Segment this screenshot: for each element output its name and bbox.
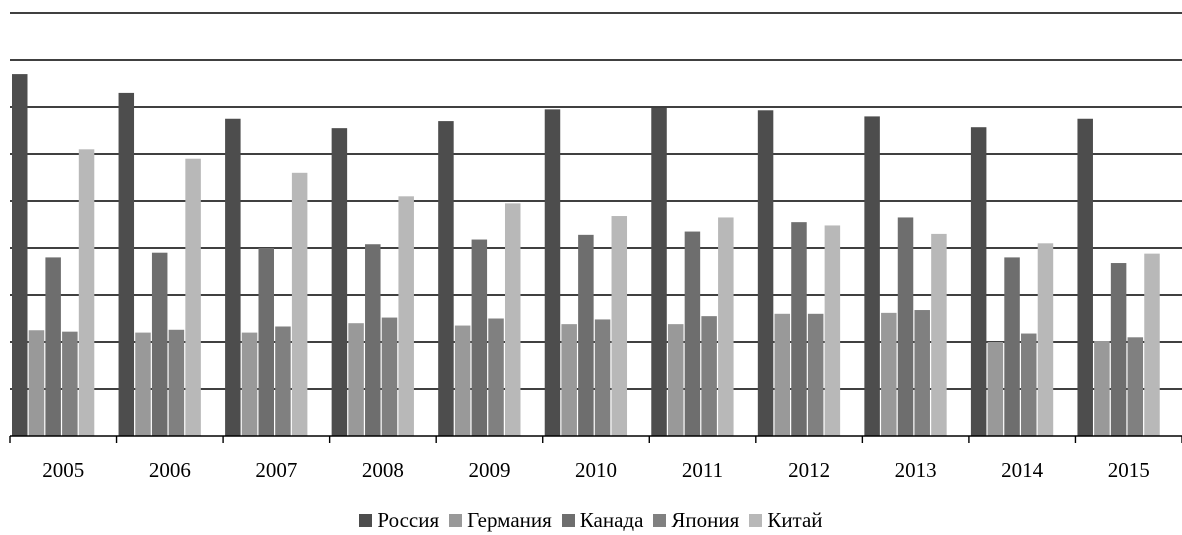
bar [757,110,774,436]
x-tick-label: 2009 [468,458,510,482]
legend-swatch [561,514,575,527]
bar [365,244,381,436]
legend-label: Россия [377,508,440,532]
legend-swatch [449,514,463,527]
bar [807,313,824,436]
bar [331,128,348,436]
legend-label: Китай [767,508,823,532]
legend: Россия Германия Канада Япония Китай [0,508,1182,533]
bar [1077,118,1093,436]
bar [544,109,561,436]
bar [1127,337,1144,436]
bar [1004,257,1020,436]
bar [667,324,684,436]
bar [118,92,135,437]
x-axis: 2005 2006 2007 2008 2009 2010 2011 2012 2013 2014… [9,435,1182,482]
bar [151,252,168,436]
bar [1144,253,1160,436]
bar [438,121,454,436]
bar [611,216,628,436]
bar [454,325,471,436]
bar [78,149,95,437]
x-tick-label: 2014 [1001,458,1044,482]
bar [241,332,258,436]
bar [824,225,841,436]
bar [291,172,308,437]
legend-label: Япония [671,508,740,532]
bar [701,316,717,436]
bar [718,217,734,436]
x-tick-label: 2013 [895,458,937,482]
bars [12,74,1160,437]
bar [1021,333,1037,436]
x-tick-label: 2005 [42,458,84,482]
bar [1037,243,1054,436]
bar [135,332,151,436]
bar [914,310,930,436]
bar [881,312,897,436]
x-tick-label: 2008 [362,458,404,482]
legend-item: Россия [359,508,439,533]
legend-item: Япония [653,508,739,533]
bar [504,203,521,436]
bar [1094,341,1110,436]
bar [225,118,241,436]
legend-label: Канада [579,508,644,532]
bar [1110,263,1127,436]
bar [931,233,947,436]
x-tick-label: 2015 [1108,458,1150,482]
legend-item: Германия [449,508,552,533]
bar [45,257,61,436]
bar [12,74,28,436]
bar [864,116,880,437]
x-tick-label: 2012 [788,458,830,482]
bar [684,231,701,436]
x-tick-label: 2007 [255,458,297,482]
bar [488,318,504,436]
x-tick-label: 2010 [575,458,617,482]
bar [594,319,611,436]
legend-swatch [749,514,763,527]
bar [62,331,78,436]
bar [970,127,987,437]
bar [28,330,45,436]
bar [578,234,594,436]
bar [398,196,414,436]
x-tick-label: 2006 [149,458,191,482]
bar-chart: 2005 2006 2007 2008 2009 2010 2011 2012 2013 2014… [9,12,1182,482]
bar [258,248,274,436]
bar [168,329,185,436]
bar [275,326,291,436]
legend-swatch [359,514,373,527]
bar [561,324,577,436]
x-tick-label: 2011 [682,458,723,482]
legend-swatch [653,514,667,527]
bar [791,222,807,436]
bar [651,107,667,436]
bar [987,342,1004,436]
legend-item: Канада [561,508,644,533]
bar [381,317,398,436]
bar [348,323,364,436]
bar [774,313,791,436]
gridlines [10,12,1182,390]
bar [897,217,914,436]
bar [185,158,201,436]
legend-item: Китай [749,508,823,533]
bar [471,239,488,436]
legend-label: Германия [467,508,552,532]
